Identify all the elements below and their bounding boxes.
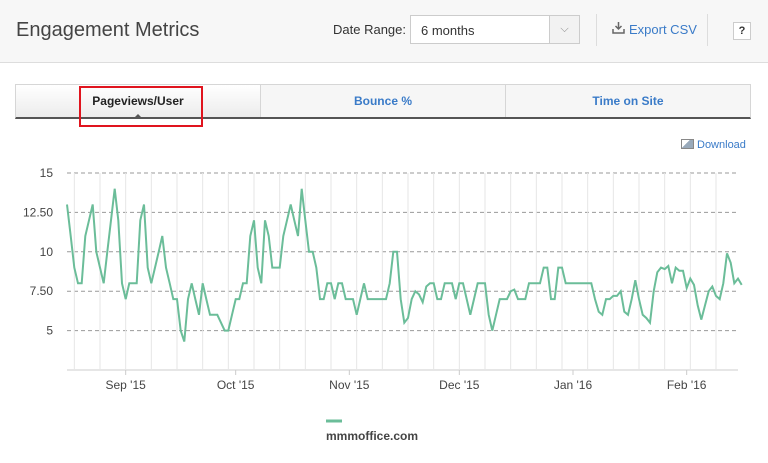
- x-tick-label: Oct '15: [217, 378, 255, 392]
- y-tick-label: 5: [46, 324, 53, 338]
- page-title: Engagement Metrics: [16, 19, 200, 41]
- header-bar: Engagement Metrics Date Range: 6 months …: [0, 0, 768, 63]
- y-tick-label: 7.50: [30, 284, 54, 298]
- date-range-label: Date Range:: [333, 22, 406, 37]
- tab-pageviews-user[interactable]: Pageviews/User: [16, 85, 261, 119]
- download-tray-icon: [612, 22, 625, 34]
- date-range-value: 6 months: [421, 23, 475, 38]
- x-tick-label: Jan '16: [554, 378, 593, 392]
- x-tick-label: Nov '15: [329, 378, 370, 392]
- export-csv-label: Export CSV: [629, 22, 697, 37]
- series-line-mmmoffice: [66, 188, 743, 342]
- x-tick-label: Sep '15: [106, 378, 147, 392]
- metric-tabs: Pageviews/User Bounce % Time on Site: [15, 84, 751, 119]
- y-tick-label: 10: [40, 245, 54, 259]
- date-range-select[interactable]: 6 months ⌵: [410, 15, 580, 44]
- tab-time-on-site[interactable]: Time on Site: [592, 94, 664, 108]
- y-tick-label: 15: [40, 166, 54, 180]
- x-tick-label: Dec '15: [439, 378, 480, 392]
- y-tick-label: 12.50: [23, 205, 53, 219]
- divider: [707, 14, 708, 46]
- divider: [596, 14, 597, 46]
- legend-label: mmmoffice.com: [326, 429, 418, 443]
- help-button[interactable]: ?: [733, 22, 751, 40]
- download-label: Download: [697, 139, 746, 151]
- x-tick-label: Feb '16: [667, 378, 707, 392]
- tab-bounce[interactable]: Bounce %: [261, 85, 506, 117]
- image-icon: [681, 139, 694, 149]
- download-link[interactable]: Download: [681, 139, 746, 151]
- chevron-down-icon[interactable]: ⌵: [549, 16, 579, 43]
